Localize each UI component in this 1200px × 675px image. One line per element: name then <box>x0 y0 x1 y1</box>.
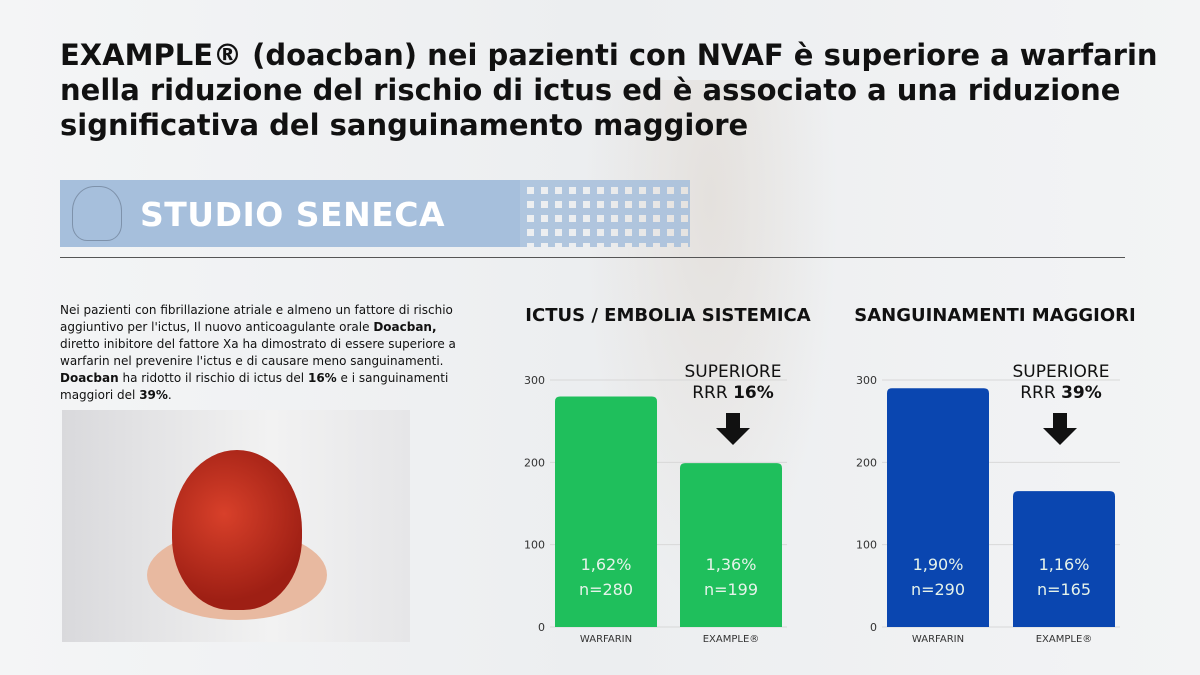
annotation-line: SUPERIORE <box>684 362 782 382</box>
intro-bold: Doacban <box>60 371 119 385</box>
title-brand: EXAMPLE® (doacban) <box>60 38 418 72</box>
title-text: nei pazienti con NVAF è superiore a warf… <box>60 38 1158 142</box>
annotation-line: RRR <box>1020 383 1062 403</box>
pixel-decoration <box>520 180 690 247</box>
down-arrow-icon <box>1043 413 1077 445</box>
banner-label: STUDIO SENECA <box>140 195 446 234</box>
heart-in-hands-photo <box>62 410 410 642</box>
seneca-bust-icon <box>72 186 122 241</box>
intro-bold: Doacban, <box>373 320 437 334</box>
annotation-value: 16% <box>733 383 774 403</box>
intro-text: diretto inibitore del fattore Xa ha dimo… <box>60 337 456 368</box>
data-label: 1,90% <box>913 555 964 574</box>
annotation-line: SUPERIORE <box>1012 362 1110 382</box>
data-label: n=199 <box>704 580 758 599</box>
data-label: n=280 <box>579 580 633 599</box>
data-label: 1,62% <box>581 555 632 574</box>
data-label: n=290 <box>911 580 965 599</box>
x-tick-label: EXAMPLE® <box>703 634 760 645</box>
data-label: n=165 <box>1037 580 1091 599</box>
annotation-sanguinamenti: SUPERIORE RRR 39% <box>991 362 1131 404</box>
down-arrow-icon <box>716 413 750 445</box>
y-tick-label: 200 <box>856 456 877 469</box>
data-label: 1,16% <box>1039 555 1090 574</box>
y-tick-label: 100 <box>524 539 545 552</box>
intro-text: . <box>167 388 172 402</box>
annotation-line: RRR <box>692 383 734 403</box>
intro-text: e i sanguinamenti maggiori del <box>60 371 449 402</box>
page-title: EXAMPLE® (doacban) nei pazienti con NVAF… <box>60 38 1160 143</box>
y-tick-label: 100 <box>856 539 877 552</box>
chart-title-sanguinamenti: SANGUINAMENTI MAGGIORI <box>854 305 1136 326</box>
intro-paragraph: Nei pazienti con fibrillazione atriale e… <box>60 302 460 404</box>
bar <box>555 396 657 627</box>
intro-text: ha ridotto il rischio di ictus del <box>118 371 308 385</box>
x-tick-label: WARFARIN <box>580 634 632 645</box>
bar <box>680 463 782 627</box>
x-tick-label: WARFARIN <box>912 634 964 645</box>
bar <box>1013 491 1115 627</box>
y-tick-label: 0 <box>870 621 877 634</box>
bar <box>887 388 989 627</box>
annotation-value: 39% <box>1061 383 1102 403</box>
study-banner <box>60 180 520 247</box>
intro-text: Nei pazienti con fibrillazione atriale e… <box>60 303 453 334</box>
divider <box>60 257 1125 258</box>
y-tick-label: 0 <box>538 621 545 634</box>
intro-bold: 16% <box>307 371 337 385</box>
chart-title-ictus: ICTUS / EMBOLIA SISTEMICA <box>525 305 811 326</box>
annotation-ictus: SUPERIORE RRR 16% <box>663 362 803 404</box>
data-label: 1,36% <box>706 555 757 574</box>
x-tick-label: EXAMPLE® <box>1036 634 1093 645</box>
y-tick-label: 300 <box>524 374 545 387</box>
y-tick-label: 200 <box>524 456 545 469</box>
y-tick-label: 300 <box>856 374 877 387</box>
intro-bold: 39% <box>139 388 168 402</box>
